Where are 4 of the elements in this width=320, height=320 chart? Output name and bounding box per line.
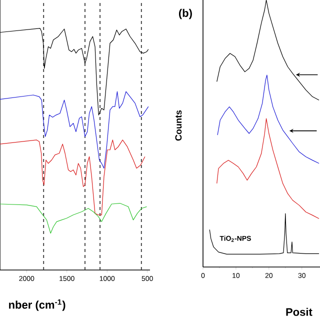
x-axis-title: Posit: [286, 308, 312, 316]
text: (b): [178, 8, 192, 20]
x-axis-title: nber (cm$^{-1}$): [9, 299, 66, 311]
y-axis-title: Counts: [175, 110, 182, 141]
